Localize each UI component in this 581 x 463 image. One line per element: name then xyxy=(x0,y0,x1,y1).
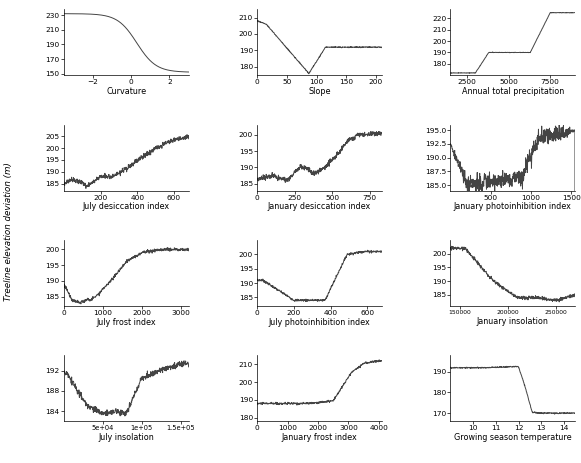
X-axis label: July photoinhibition index: July photoinhibition index xyxy=(268,318,371,326)
X-axis label: January frost index: January frost index xyxy=(282,433,357,442)
X-axis label: January insolation: January insolation xyxy=(477,317,549,325)
X-axis label: Annual total precipitation: Annual total precipitation xyxy=(462,87,564,96)
X-axis label: January desiccation index: January desiccation index xyxy=(268,202,371,211)
X-axis label: Curvature: Curvature xyxy=(106,87,146,96)
X-axis label: Growing season temperature: Growing season temperature xyxy=(454,433,572,442)
X-axis label: July desiccation index: July desiccation index xyxy=(83,202,170,211)
X-axis label: July frost index: July frost index xyxy=(96,318,156,326)
Text: Treeline elevation deviation (m): Treeline elevation deviation (m) xyxy=(4,162,13,301)
X-axis label: Slope: Slope xyxy=(309,87,331,96)
X-axis label: July insolation: July insolation xyxy=(98,433,154,442)
X-axis label: January photoinhibition index: January photoinhibition index xyxy=(454,202,572,211)
